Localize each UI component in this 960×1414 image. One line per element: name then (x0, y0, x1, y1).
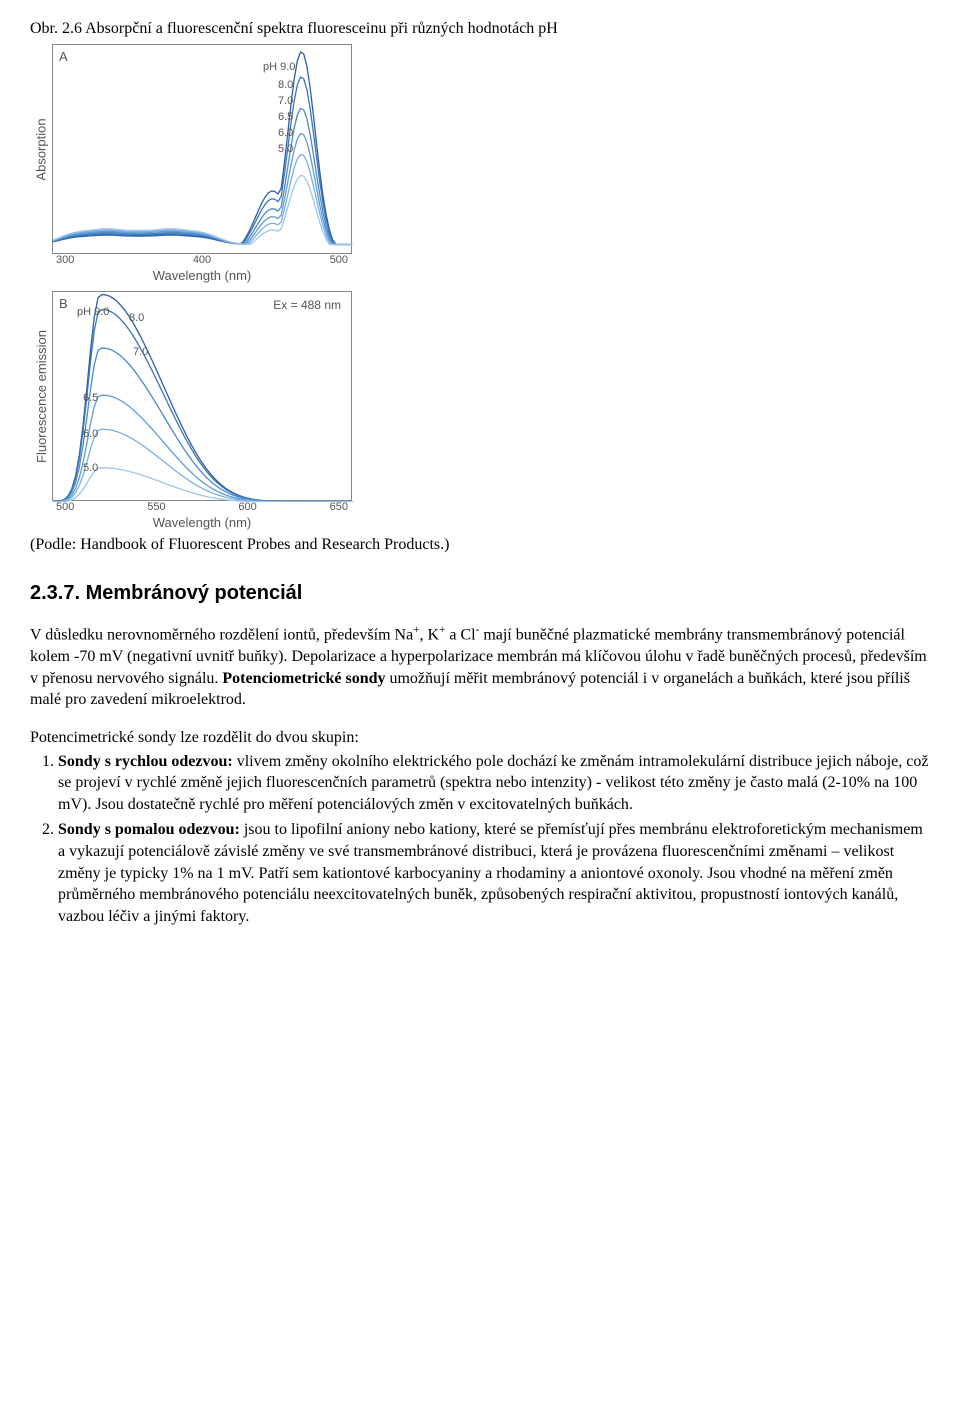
list-item-lead: Sondy s rychlou odezvou: (58, 753, 233, 770)
series-label: 8.0 (129, 312, 144, 324)
series-label: 6.0 (83, 428, 98, 440)
series-label: pH 9.0 (263, 61, 295, 73)
chart-b-xticks: 500 550 600 650 (52, 501, 352, 513)
xtick: 650 (330, 501, 348, 513)
section-heading: 2.3.7. Membránový potenciál (30, 582, 930, 605)
series-label: 6.5 (278, 111, 293, 123)
chart-a-svg (53, 45, 353, 255)
list-item: Sondy s rychlou odezvou: vlivem změny ok… (58, 751, 930, 816)
series-label: 5.0 (278, 143, 293, 155)
series-label: pH 9.0 (77, 306, 109, 318)
section-title: Membránový potenciál (86, 582, 303, 604)
chart-panel-b: B Ex = 488 nm pH 9.0 8.0 7.0 6.5 6.0 5.0 (52, 291, 352, 501)
series-label: 7.0 (133, 346, 148, 358)
xtick: 550 (147, 501, 165, 513)
series-label: 6.5 (83, 392, 98, 404)
xtick: 500 (56, 501, 74, 513)
xtick: 500 (330, 254, 348, 266)
series-label: 8.0 (278, 79, 293, 91)
series-label: 5.0 (83, 462, 98, 474)
chart-a-xlabel: Wavelength (nm) (52, 268, 352, 283)
chart-a-xticks: 300 400 500 (52, 254, 352, 266)
chart-panel-a: A pH 9.0 8.0 7.0 6.5 6.0 5.0 (52, 44, 352, 254)
series-label: 7.0 (278, 95, 293, 107)
chart-panel-b-wrap: Fluorescence emission B Ex = 488 nm pH 9… (30, 291, 390, 530)
figure-caption: Obr. 2.6 Absorpční a fluorescenční spekt… (30, 20, 930, 38)
body-paragraph-1: V důsledku nerovnoměrného rozdělení iont… (30, 623, 930, 711)
chart-a-ylabel: Absorption (34, 118, 49, 180)
list-intro: Potencimetrické sondy lze rozdělit do dv… (30, 729, 930, 747)
chart-b-ylabel: Fluorescence emission (34, 330, 49, 463)
probe-types-list: Sondy s rychlou odezvou: vlivem změny ok… (58, 751, 930, 928)
series-label: 6.0 (278, 127, 293, 139)
panel-b-letter: B (59, 296, 68, 311)
figure-source: (Podle: Handbook of Fluorescent Probes a… (30, 536, 930, 554)
section-number: 2.3.7. (30, 582, 80, 604)
xtick: 600 (238, 501, 256, 513)
panel-b-note: Ex = 488 nm (273, 298, 341, 312)
xtick: 300 (56, 254, 74, 266)
list-item: Sondy s pomalou odezvou: jsou to lipofil… (58, 819, 930, 927)
chart-panel-a-wrap: Absorption A pH 9.0 8.0 7.0 6.5 6.0 5.0 300 40… (30, 44, 390, 283)
panel-a-letter: A (59, 49, 68, 64)
xtick: 400 (193, 254, 211, 266)
chart-b-xlabel: Wavelength (nm) (52, 515, 352, 530)
list-item-lead: Sondy s pomalou odezvou: (58, 821, 240, 838)
